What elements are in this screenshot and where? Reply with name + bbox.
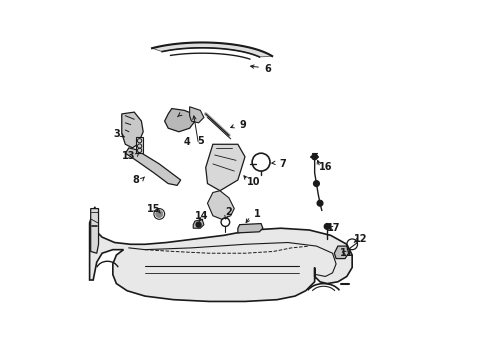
Text: 10: 10 [247,177,261,187]
Polygon shape [125,148,181,185]
Polygon shape [206,144,245,191]
Text: 7: 7 [279,159,286,169]
Text: 2: 2 [225,207,232,217]
Polygon shape [238,224,263,233]
Text: 17: 17 [327,223,341,233]
Polygon shape [91,208,98,253]
Text: 9: 9 [240,120,246,130]
Text: 12: 12 [354,234,368,244]
Polygon shape [165,109,195,132]
Circle shape [317,201,323,206]
Polygon shape [193,219,204,228]
Text: 6: 6 [265,64,271,74]
Text: 4: 4 [184,138,191,148]
Polygon shape [207,191,234,219]
Polygon shape [334,246,348,258]
Circle shape [312,154,318,159]
Text: 3: 3 [113,129,120,139]
Text: 14: 14 [196,211,209,221]
Text: 1: 1 [254,209,261,219]
Text: 13: 13 [122,152,136,161]
Text: 15: 15 [147,204,161,214]
Text: 5: 5 [197,136,204,147]
Circle shape [156,210,163,217]
Polygon shape [136,137,143,153]
Circle shape [324,224,330,229]
Polygon shape [90,207,352,301]
Polygon shape [190,107,204,123]
Text: 16: 16 [318,162,332,172]
Polygon shape [152,42,272,57]
Text: 11: 11 [340,248,354,258]
Circle shape [196,222,201,227]
Polygon shape [122,112,143,148]
Text: 8: 8 [133,175,140,185]
Circle shape [314,181,319,186]
